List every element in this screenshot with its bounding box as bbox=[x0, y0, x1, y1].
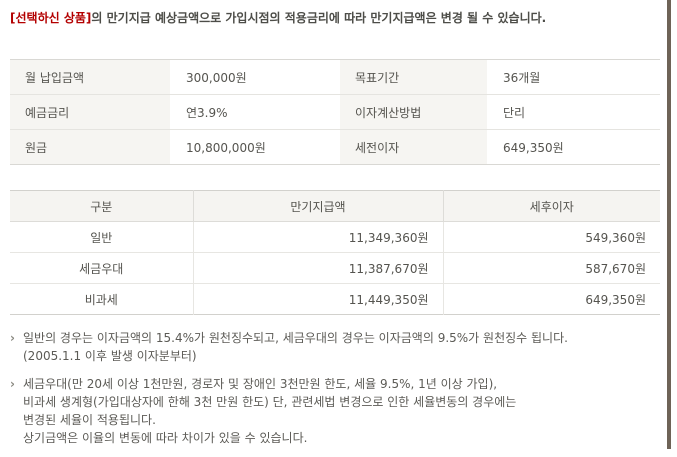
footnote-line: 변경된 세율이 적용됩니다. bbox=[23, 413, 156, 427]
deposit-summary-table: 월 납입금액 300,000원 목표기간 36개월 예금금리 연3.9% 이자계… bbox=[10, 59, 660, 165]
table-row: 예금금리 연3.9% 이자계산방법 단리 bbox=[10, 94, 660, 130]
footnote-line: (2005.1.1 이후 발생 이자분부터) bbox=[23, 349, 197, 363]
table-row: 원금 10,800,000원 세전이자 649,350원 bbox=[10, 129, 660, 165]
column-header-category: 구분 bbox=[10, 190, 194, 222]
table-row-tax-free: 비과세 11,449,350원 649,350원 bbox=[10, 283, 660, 315]
footnote-line: 상기금액은 이율의 변동에 따라 차이가 있을 수 있습니다. bbox=[23, 431, 308, 445]
deposit-rate-label: 예금금리 bbox=[10, 94, 170, 130]
category-cell: 일반 bbox=[10, 221, 194, 253]
arrow-bullet-icon: › bbox=[10, 331, 15, 345]
maturity-amount-cell: 11,349,360원 bbox=[193, 221, 444, 253]
column-header-maturity-amount: 만기지급액 bbox=[193, 190, 444, 222]
arrow-bullet-icon: › bbox=[10, 377, 15, 391]
pretax-interest-label: 세전이자 bbox=[340, 129, 487, 165]
maturity-amount-cell: 11,387,670원 bbox=[193, 252, 444, 284]
footnote-tax-rules: › 세금우대(만 20세 이상 1천만원, 경로자 및 장애인 3천만원 한도,… bbox=[10, 375, 658, 447]
page-description-text: 의 만기지급 예상금액으로 가입시점의 적용금리에 따라 만기지급액은 변경 될… bbox=[91, 11, 547, 25]
maturity-result-table: 구분 만기지급액 세후이자 일반 11,349,360원 549,360원 세금… bbox=[10, 190, 660, 315]
table-header-row: 구분 만기지급액 세후이자 bbox=[10, 190, 660, 222]
table-row-tax-preferred: 세금우대 11,387,670원 587,670원 bbox=[10, 252, 660, 284]
interest-method-value: 단리 bbox=[487, 94, 660, 130]
pretax-interest-value: 649,350원 bbox=[487, 129, 660, 165]
principal-label: 원금 bbox=[10, 129, 170, 165]
target-period-value: 36개월 bbox=[487, 59, 660, 95]
page-description: [선택하신 상품]의 만기지급 예상금액으로 가입시점의 적용금리에 따라 만기… bbox=[10, 7, 658, 29]
after-tax-interest-cell: 587,670원 bbox=[443, 252, 660, 284]
category-cell: 비과세 bbox=[10, 283, 194, 315]
footnote-line: 일반의 경우는 이자금액의 15.4%가 원천징수되고, 세금우대의 경우는 이… bbox=[23, 331, 568, 345]
after-tax-interest-cell: 649,350원 bbox=[443, 283, 660, 315]
monthly-deposit-value: 300,000원 bbox=[170, 59, 340, 95]
vertical-scrollbar[interactable] bbox=[667, 0, 671, 449]
principal-value: 10,800,000원 bbox=[170, 129, 340, 165]
column-header-after-tax-interest: 세후이자 bbox=[443, 190, 660, 222]
maturity-amount-cell: 11,449,350원 bbox=[193, 283, 444, 315]
footnote-withholding: › 일반의 경우는 이자금액의 15.4%가 원천징수되고, 세금우대의 경우는… bbox=[10, 329, 658, 365]
selected-product-highlight: [선택하신 상품] bbox=[10, 11, 92, 25]
target-period-label: 목표기간 bbox=[340, 59, 487, 95]
footnote-text: 세금우대(만 20세 이상 1천만원, 경로자 및 장애인 3천만원 한도, 세… bbox=[23, 375, 658, 447]
footnotes: › 일반의 경우는 이자금액의 15.4%가 원천징수되고, 세금우대의 경우는… bbox=[10, 329, 658, 457]
table-row-general: 일반 11,349,360원 549,360원 bbox=[10, 221, 660, 253]
interest-method-label: 이자계산방법 bbox=[340, 94, 487, 130]
footnote-line: 세금우대(만 20세 이상 1천만원, 경로자 및 장애인 3천만원 한도, 세… bbox=[23, 377, 498, 391]
monthly-deposit-label: 월 납입금액 bbox=[10, 59, 170, 95]
table-row: 월 납입금액 300,000원 목표기간 36개월 bbox=[10, 59, 660, 95]
footnote-text: 일반의 경우는 이자금액의 15.4%가 원천징수되고, 세금우대의 경우는 이… bbox=[23, 329, 658, 365]
category-cell: 세금우대 bbox=[10, 252, 194, 284]
footnote-line: 비과세 생계형(가입대상자에 한해 3천 만원 한도) 단, 관련세법 변경으로… bbox=[23, 395, 517, 409]
after-tax-interest-cell: 549,360원 bbox=[443, 221, 660, 253]
deposit-rate-value: 연3.9% bbox=[170, 94, 340, 130]
